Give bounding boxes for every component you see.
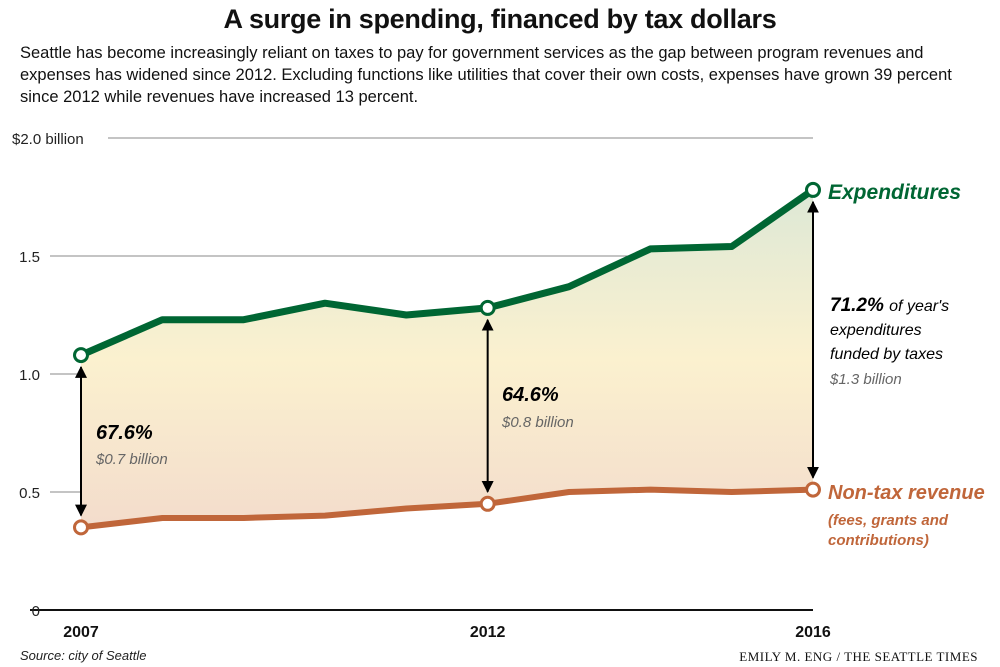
annotation-text: funded by taxes [830, 346, 943, 363]
revenue-note-line: contributions) [828, 532, 929, 549]
x-tick-label: 2007 [63, 624, 99, 641]
y-tick-label: 1.5 [19, 249, 40, 266]
chart-subtitle: Seattle has become increasingly reliant … [20, 44, 952, 106]
annotation-amount: $0.7 billion [95, 451, 168, 468]
annotation-text: of year's [889, 298, 949, 315]
revenue-point [479, 495, 496, 512]
y-tick-label: 0 [32, 603, 40, 620]
chart-title: A surge in spending, financed by tax dol… [223, 4, 777, 34]
x-tick-label: 2016 [795, 624, 831, 641]
gap-area [81, 189, 813, 528]
expenditures-label: Expenditures [828, 181, 961, 204]
annotation-text: expenditures [830, 322, 922, 339]
revenue-note-line: (fees, grants and [828, 512, 949, 529]
annotation-percent: 67.6% [96, 422, 153, 444]
annotation-percent: 64.6% [502, 384, 559, 406]
source-note: Source: city of Seattle [20, 648, 147, 663]
expenditures-point [73, 347, 89, 364]
y-tick-label: 1.0 [19, 367, 40, 384]
y-tick-label: $2.0 billion [12, 131, 84, 148]
revenue-point [73, 519, 89, 536]
annotation-amount: $0.8 billion [501, 414, 574, 431]
annotation-amount: $1.3 billion [829, 371, 902, 388]
annotation-percent-value: 71.2% [830, 295, 889, 316]
expenditures-point [805, 181, 821, 198]
credit-line: EMILY M. ENG / THE SEATTLE TIMES [739, 649, 978, 664]
revenue-note: (fees, grants and contributions) [828, 512, 949, 549]
revenue-point [805, 481, 821, 498]
x-tick-label: 2012 [470, 624, 506, 641]
annotation-percent: 71.2% of year's [830, 295, 949, 316]
expenditures-point [479, 299, 496, 316]
revenue-line [80, 486, 814, 531]
expenditures-line [79, 187, 816, 359]
y-tick-label: 0.5 [19, 485, 40, 502]
revenue-label: Non-tax revenue [828, 482, 985, 504]
